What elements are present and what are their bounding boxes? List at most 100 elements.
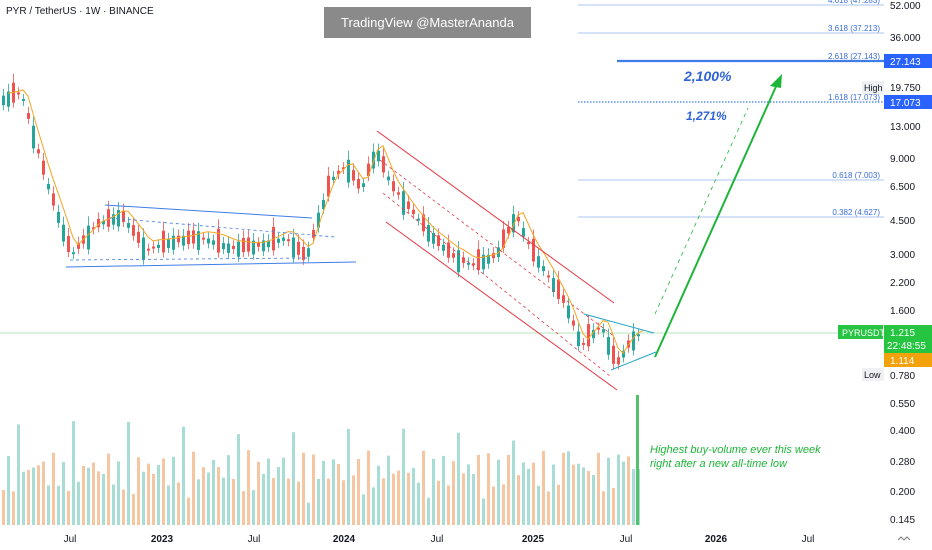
channel-upper-line bbox=[376, 130, 615, 304]
fib-label: 0.382 (4.627) bbox=[832, 208, 880, 217]
volume-bar bbox=[462, 473, 465, 525]
volume-bar bbox=[77, 481, 80, 525]
price-tick-label: 0.200 bbox=[890, 487, 915, 498]
volume-bar bbox=[202, 467, 205, 525]
candle-body bbox=[537, 256, 540, 268]
volume-bar bbox=[217, 467, 220, 525]
triangle-low-dashed bbox=[69, 257, 311, 261]
moving-average-line bbox=[7, 89, 644, 354]
candle-body bbox=[257, 242, 260, 247]
candle-body bbox=[77, 242, 80, 249]
settings-icon[interactable] bbox=[897, 536, 911, 541]
volume-bar bbox=[477, 455, 480, 525]
volume-bar-spike bbox=[636, 395, 639, 525]
volume-bar bbox=[602, 491, 605, 525]
candle-body bbox=[447, 242, 450, 258]
volume-bar bbox=[52, 452, 55, 525]
candle-body bbox=[622, 350, 625, 358]
volume-bar bbox=[262, 473, 265, 525]
candle-body bbox=[557, 279, 560, 299]
volume-bar bbox=[247, 450, 250, 525]
volume-bar bbox=[267, 458, 270, 525]
volume-bar bbox=[282, 457, 285, 525]
price-tick-label: 0.550 bbox=[890, 399, 915, 410]
volume-bar bbox=[167, 485, 170, 525]
volume-bar bbox=[557, 484, 560, 525]
volume-bar bbox=[292, 432, 295, 525]
candle-body bbox=[607, 337, 610, 355]
volume-bar bbox=[547, 491, 550, 525]
triangle-lower-line bbox=[65, 261, 357, 268]
candle-body bbox=[427, 225, 430, 242]
candle-body bbox=[187, 230, 190, 245]
candle-body bbox=[452, 253, 455, 258]
volume-bar bbox=[222, 477, 225, 525]
candle-body bbox=[442, 244, 445, 251]
candle-body bbox=[7, 91, 10, 107]
volume-bar bbox=[612, 487, 615, 525]
candle-body bbox=[252, 240, 255, 255]
volume-note-line1: Highest buy-volume ever this week bbox=[650, 444, 821, 456]
symbol-title[interactable]: PYR / TetherUS · 1W · BINANCE bbox=[6, 6, 154, 17]
candle-body bbox=[57, 211, 60, 223]
volume-bar bbox=[207, 472, 210, 525]
volume-bar bbox=[317, 478, 320, 525]
volume-bar bbox=[152, 473, 155, 525]
candle-body bbox=[212, 240, 215, 245]
candle-body bbox=[522, 228, 525, 237]
candle-body bbox=[462, 257, 465, 264]
candle-body bbox=[577, 331, 580, 347]
volume-bar bbox=[632, 469, 635, 525]
candle-body bbox=[282, 237, 285, 241]
target-1271-label: 1,271% bbox=[686, 109, 727, 123]
candle-body bbox=[117, 210, 120, 227]
candle-body bbox=[517, 216, 520, 222]
fib-label: 2.618 (27.143) bbox=[828, 52, 880, 61]
candle-body bbox=[42, 160, 45, 175]
volume-bar bbox=[527, 468, 530, 525]
candle-body bbox=[122, 210, 125, 222]
volume-bar bbox=[252, 490, 255, 525]
volume-bar bbox=[372, 487, 375, 525]
price-tick-label: 52.000 bbox=[890, 1, 921, 12]
price-tick-label: 0.400 bbox=[890, 426, 915, 437]
volume-bar bbox=[347, 428, 350, 525]
volume-bar bbox=[72, 421, 75, 525]
volume-bar bbox=[627, 456, 630, 525]
volume-bar bbox=[382, 478, 385, 525]
candle-body bbox=[92, 227, 95, 230]
time-axis-label: Jul bbox=[431, 534, 444, 545]
candle-body bbox=[547, 275, 550, 278]
candle-body bbox=[37, 149, 40, 154]
volume-bar bbox=[277, 466, 280, 525]
candle-body bbox=[512, 214, 515, 233]
candle-body bbox=[532, 238, 535, 262]
volume-bar bbox=[197, 479, 200, 525]
last-price-tag-bg bbox=[884, 325, 932, 353]
volume-bar bbox=[157, 465, 160, 525]
candle-body bbox=[507, 226, 510, 234]
volume-bar bbox=[192, 451, 195, 525]
candle-body bbox=[422, 214, 425, 232]
candle-body bbox=[567, 305, 570, 319]
candle-body bbox=[572, 320, 575, 326]
volume-bar bbox=[67, 490, 70, 525]
volume-bar bbox=[402, 428, 405, 525]
volume-bar bbox=[622, 461, 625, 525]
wedge-lower-line bbox=[610, 351, 657, 371]
candle-body bbox=[167, 239, 170, 249]
volume-bar bbox=[387, 455, 390, 525]
volume-bar bbox=[242, 491, 245, 525]
volume-bar bbox=[287, 478, 290, 525]
volume-bar bbox=[397, 470, 400, 525]
volume-bar bbox=[37, 465, 40, 525]
volume-bar bbox=[357, 459, 360, 525]
candle-body bbox=[142, 237, 145, 260]
volume-bar bbox=[467, 464, 470, 525]
volume-bar bbox=[2, 490, 5, 525]
triangle-mid-dashed bbox=[109, 217, 336, 238]
volume-bar bbox=[172, 456, 175, 525]
candle-body bbox=[292, 237, 295, 258]
volume-bar bbox=[377, 465, 380, 525]
